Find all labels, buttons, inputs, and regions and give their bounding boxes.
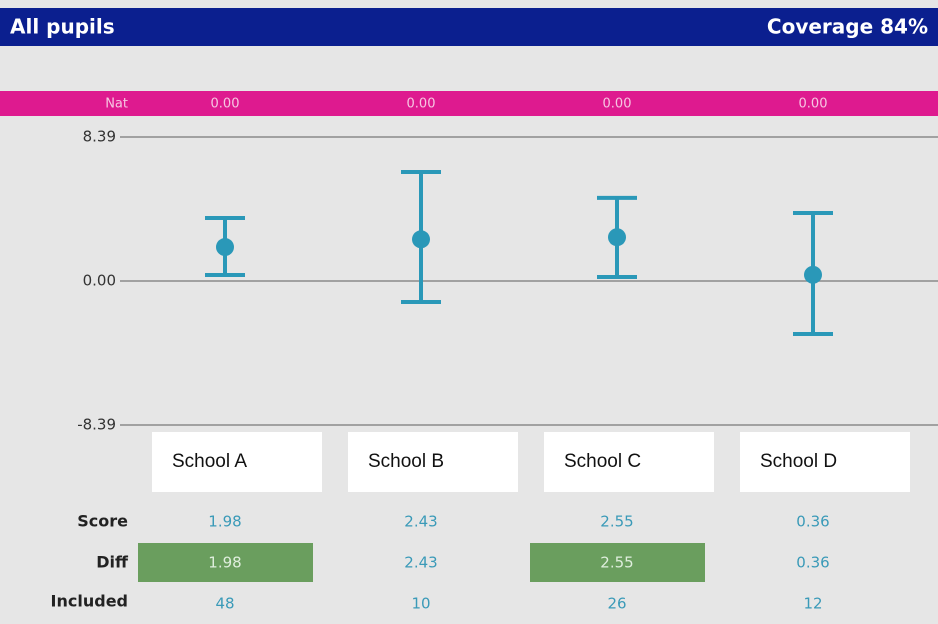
row-label: Diff — [96, 553, 129, 572]
school-label: School A — [172, 451, 247, 472]
score-value: 2.43 — [404, 513, 437, 531]
y-tick-label: -8.39 — [77, 416, 116, 434]
school-label: School D — [760, 451, 837, 472]
included-value: 10 — [411, 595, 430, 613]
score-value: 0.36 — [796, 513, 829, 531]
school-label: School B — [368, 451, 444, 472]
nat-value: 0.00 — [603, 97, 632, 112]
diff-value: 0.36 — [796, 554, 829, 572]
school-box — [348, 432, 518, 492]
row-label: Score — [77, 512, 128, 531]
point — [804, 265, 822, 284]
point — [412, 230, 430, 249]
school-label: School C — [564, 451, 641, 472]
header-bar — [0, 8, 938, 46]
school-box — [740, 432, 910, 492]
coverage: Coverage 84% — [767, 15, 928, 39]
diff-value: 2.43 — [404, 554, 437, 572]
diff-value: 2.55 — [600, 554, 633, 572]
y-tick-label: 8.39 — [83, 128, 116, 146]
y-tick-label: 0.00 — [83, 272, 116, 290]
diff-highlight — [530, 543, 705, 582]
included-value: 12 — [803, 595, 822, 613]
included-value: 48 — [215, 595, 234, 613]
school-box — [544, 432, 714, 492]
score-value: 2.55 — [600, 513, 633, 531]
school-box — [152, 432, 322, 492]
point — [608, 228, 626, 247]
chart-title: All pupils — [10, 15, 115, 39]
nat-label: Nat — [105, 97, 128, 112]
row-label: Included — [51, 592, 128, 611]
score-value: 1.98 — [208, 513, 241, 531]
diff-highlight — [138, 543, 313, 582]
nat-bar — [0, 91, 938, 116]
nat-value: 0.00 — [407, 97, 436, 112]
nat-value: 0.00 — [211, 97, 240, 112]
diff-value: 1.98 — [208, 554, 241, 572]
included-value: 26 — [607, 595, 626, 613]
point — [216, 238, 234, 257]
nat-value: 0.00 — [799, 97, 828, 112]
